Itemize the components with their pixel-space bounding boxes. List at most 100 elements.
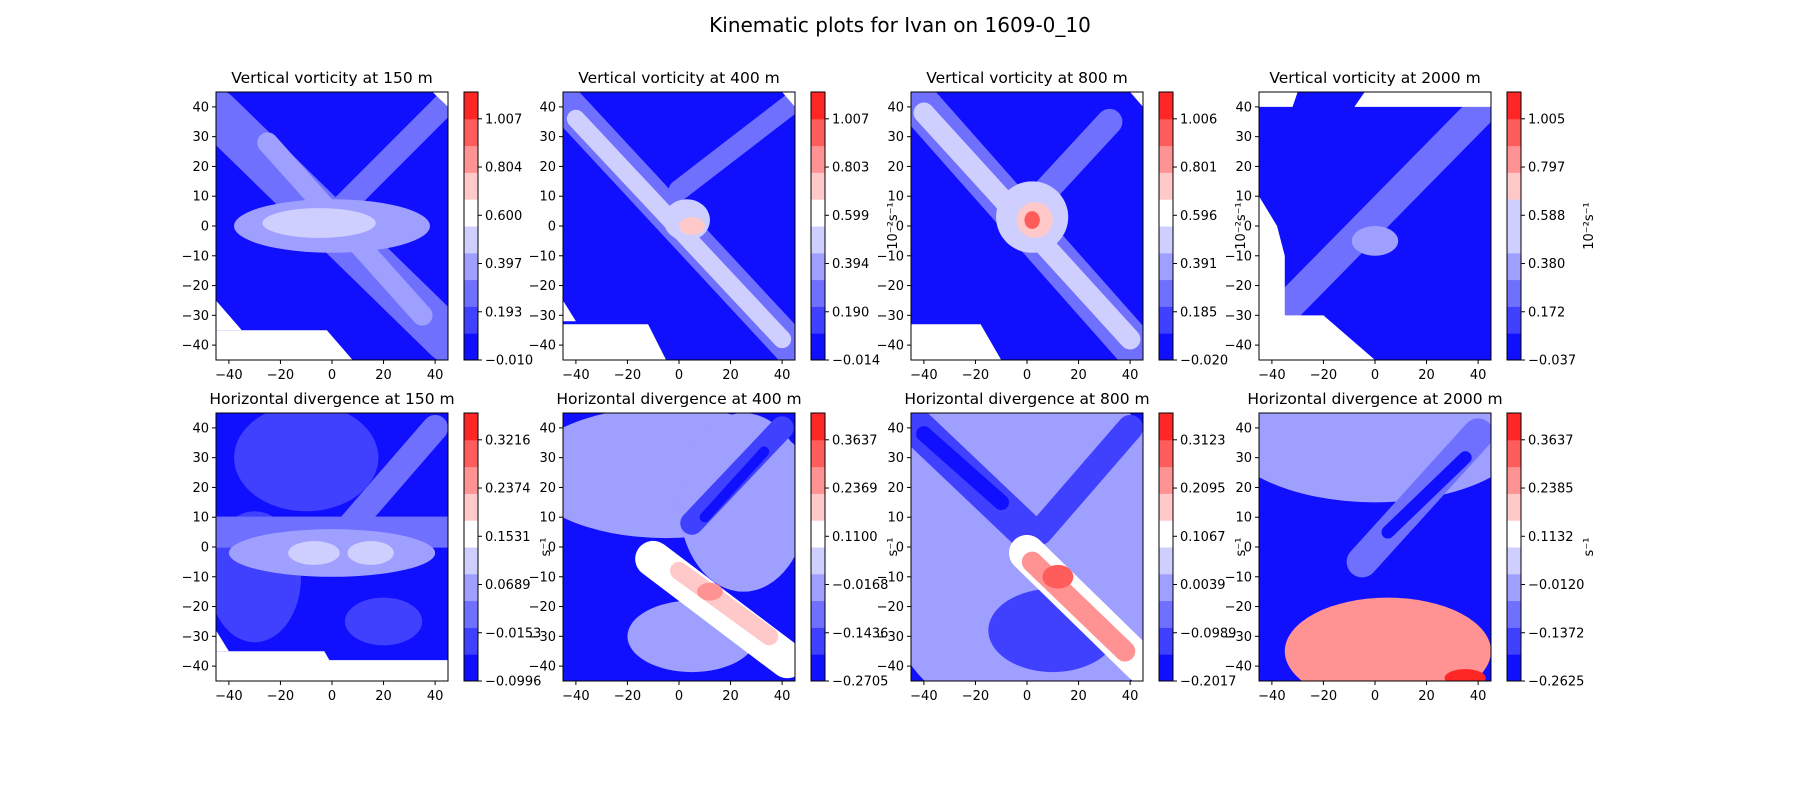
colorbar-band — [464, 439, 478, 468]
colorbar-frame — [1506, 91, 1522, 361]
colorbar-band — [811, 199, 825, 227]
y-tick-label: −30 — [529, 630, 556, 645]
y-tick-label: −20 — [1225, 600, 1252, 615]
subplot-title: Horizontal divergence at 2000 m — [1247, 390, 1502, 408]
no-data-region — [216, 630, 229, 652]
y-tick-label: −40 — [877, 339, 904, 354]
contour-ridge — [668, 92, 795, 201]
x-tick-label: 20 — [375, 368, 392, 383]
y-tick-label: 40 — [539, 100, 556, 115]
x-tick-label: 40 — [774, 368, 791, 383]
contour-ridge — [699, 446, 770, 523]
y-tick-label: 40 — [1235, 421, 1252, 436]
colorbar-band — [464, 333, 478, 361]
colorbar-tick-label: 0.3637 — [1528, 433, 1574, 448]
figure-suptitle: Kinematic plots for Ivan on 1609-0_10 — [709, 13, 1091, 37]
colorbar-band — [464, 199, 478, 227]
colorbar-tick-label: −0.1436 — [832, 626, 888, 641]
colorbar-band — [464, 466, 478, 494]
subplot-title: Horizontal divergence at 400 m — [556, 390, 801, 408]
colorbar-tick-label: 0.588 — [1528, 209, 1565, 224]
x-tick-label: −40 — [215, 368, 242, 383]
y-tick-label: −40 — [529, 339, 556, 354]
colorbar-tick-label: 0.1067 — [1180, 530, 1226, 545]
x-tick-label: 40 — [1470, 689, 1487, 704]
contour-region — [1444, 669, 1486, 681]
colorbar-band — [1159, 439, 1173, 468]
colorbar-band — [811, 226, 825, 254]
no-data-region — [1354, 92, 1491, 107]
y-tick-label: 40 — [539, 421, 556, 436]
colorbar-frame — [810, 91, 826, 361]
contour-field — [563, 92, 795, 360]
contour-ridge — [1315, 128, 1461, 288]
colorbar-tick-label: 0.394 — [832, 257, 869, 272]
x-tick-label: 40 — [427, 368, 444, 383]
colorbar-tick-label: 0.193 — [485, 305, 522, 320]
contour-field — [216, 413, 448, 681]
colorbar-band — [464, 118, 478, 147]
contour-ridge — [320, 92, 448, 229]
y-tick-label: −20 — [877, 279, 904, 294]
y-tick-label: −30 — [877, 309, 904, 324]
y-tick-label: 20 — [192, 481, 209, 496]
colorbar-band — [811, 306, 825, 334]
y-tick-label: −20 — [1225, 279, 1252, 294]
x-tick-label: −40 — [1258, 689, 1285, 704]
colorbar-band — [1159, 145, 1173, 173]
colorbar: 0.3637 0.2369 0.1100 −0.0168 −0.1436 −0.2705 s… — [810, 412, 901, 690]
colorbar: 0.3123 0.2095 0.1067 0.0039 −0.0989 −0.2017 s⁻… — [1158, 412, 1249, 690]
y-tick-label: −10 — [529, 249, 556, 264]
colorbar-frame — [810, 412, 826, 682]
y-tick-label: 20 — [539, 160, 556, 175]
colorbar-tick-label: 0.380 — [1528, 257, 1565, 272]
colorbar-tick-label: 1.005 — [1528, 112, 1565, 127]
contour-region — [679, 217, 705, 235]
colorbar-band — [1159, 172, 1173, 200]
colorbar-band — [1159, 573, 1173, 602]
colorbar-tick-label: 0.0689 — [485, 578, 531, 593]
colorbar-unit-label: s⁻¹ — [886, 538, 901, 557]
contour-region — [347, 541, 394, 565]
contour-region — [1284, 597, 1491, 681]
colorbar-band — [1159, 520, 1173, 548]
contour-field — [1259, 413, 1491, 681]
no-data-region — [1259, 92, 1375, 360]
colorbar-band — [811, 654, 825, 682]
y-tick-label: 10 — [887, 190, 904, 205]
colorbar-band — [464, 627, 478, 655]
contour-ridge — [1027, 414, 1143, 545]
colorbar-band — [1507, 279, 1521, 307]
colorbar-tick-label: 0.172 — [1528, 305, 1565, 320]
colorbar-unit-label: s⁻¹ — [539, 538, 554, 557]
y-tick-label: 0 — [548, 541, 556, 556]
y-tick-label: 40 — [192, 100, 209, 115]
x-tick-label: 40 — [427, 689, 444, 704]
colorbar-tick-label: −0.0120 — [1528, 578, 1584, 593]
colorbar-band — [464, 145, 478, 173]
x-tick-label: −20 — [1310, 689, 1337, 704]
subplot-3: Vertical vorticity at 800 m −40 −20 0 20 40 40… — [877, 69, 1249, 383]
y-tick-label: 10 — [192, 511, 209, 526]
colorbar-unit-label: s⁻¹ — [1234, 538, 1249, 557]
y-tick-label: −10 — [1225, 570, 1252, 585]
colorbar-tick-label: 0.2374 — [485, 482, 531, 497]
x-tick-label: 0 — [1023, 689, 1031, 704]
subplot-7: Horizontal divergence at 800 m −40 −20 0 20 4… — [877, 390, 1249, 704]
y-tick-label: −30 — [1225, 630, 1252, 645]
colorbar-tick-label: −0.2017 — [1180, 675, 1236, 690]
contour-region — [1024, 211, 1040, 229]
colorbar-tick-label: 0.596 — [1180, 209, 1217, 224]
x-tick-label: 20 — [1418, 689, 1435, 704]
colorbar-tick-label: 0.3216 — [485, 433, 531, 448]
colorbar-band — [464, 172, 478, 200]
subplot-title: Vertical vorticity at 800 m — [926, 69, 1127, 87]
y-tick-label: 0 — [896, 220, 904, 235]
colorbar-band — [1159, 279, 1173, 307]
y-tick-label: 10 — [887, 511, 904, 526]
subplot-1: Vertical vorticity at 150 m −40 −20 0 20 40 40… — [182, 69, 534, 383]
subplot-title: Horizontal divergence at 150 m — [209, 390, 454, 408]
colorbar-band — [464, 493, 478, 521]
colorbar-band — [811, 413, 825, 441]
y-tick-label: −40 — [182, 660, 209, 675]
